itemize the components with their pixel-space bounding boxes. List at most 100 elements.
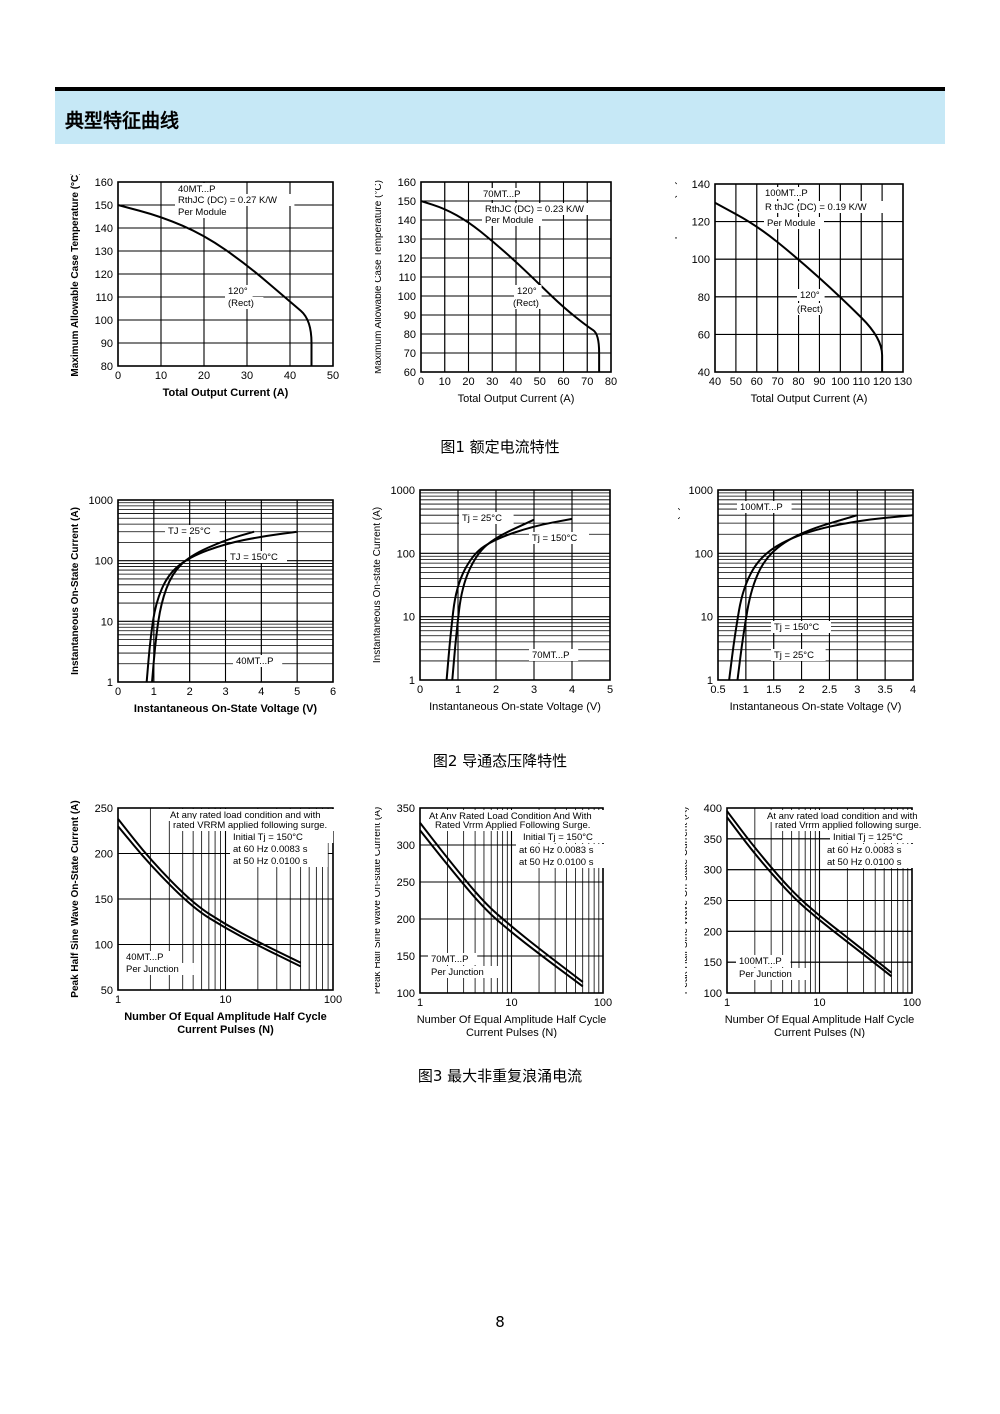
y-axis-label: Peak Half Sine Wave On-state Current (A): [375, 807, 383, 994]
x-tick-label: 30: [241, 370, 253, 382]
chart-c31: 1 10 100 50 100 150 200 250 Number Of Equal Ampl…: [70, 800, 348, 1036]
section-header: 典型特征曲线: [55, 87, 945, 144]
y-axis-label: Maximum Allowable Case Temperature (°C): [375, 180, 384, 374]
y-tick-label: 60: [404, 367, 416, 379]
series-line-2: [726, 816, 893, 978]
x-tick-label: 130: [894, 376, 912, 388]
x-tick-label: 3: [222, 686, 228, 698]
annotation-label: Tj = 25°C: [462, 513, 502, 524]
annotation-label: 70MT...P: [532, 650, 570, 661]
x-tick-label: 30: [486, 376, 498, 388]
annotation-label: 120°: [228, 286, 248, 297]
annotation-label: Tj = 150°C: [774, 622, 819, 633]
y-tick-label: 150: [95, 200, 113, 212]
y-tick-label: 120: [398, 253, 416, 265]
annotation-label: Per Module: [178, 207, 227, 218]
annotation-label: 40MT...P: [178, 184, 216, 195]
figure-caption-2: 图2 导通态压降特性: [432, 752, 568, 770]
x-tick-label: 80: [792, 376, 804, 388]
y-tick-label: 60: [698, 329, 710, 341]
x-tick-label: 0: [417, 684, 423, 696]
annotation-label: Rated Vrrm Applied Following Surge.: [435, 820, 590, 831]
x-tick-label: 1.5: [766, 684, 781, 696]
series-line-2: [419, 829, 584, 988]
x-axis-label: Number Of Equal Amplitude Half Cycle: [417, 1014, 607, 1026]
annotation-label: Tj = 25°C: [774, 650, 814, 661]
y-tick-label: 160: [398, 177, 416, 189]
x-tick-label: 3.5: [877, 684, 892, 696]
series-line-1: [714, 201, 884, 372]
series-line-1: [420, 200, 601, 372]
y-tick-label: 120: [95, 269, 113, 281]
y-tick-label: 1: [409, 675, 415, 687]
x-axis-label: Current Pulses (N): [774, 1027, 865, 1038]
x-tick-label: 10: [439, 376, 451, 388]
y-axis-label: Maximum Allowable Case Temperature (°C): [70, 174, 81, 377]
x-tick-label: 1: [455, 684, 461, 696]
annotation-label: Per Junction: [739, 969, 792, 980]
series-line-1: [151, 530, 255, 683]
annotation-label: Per Module: [767, 218, 816, 229]
x-tick-label: 40: [510, 376, 522, 388]
x-tick-label: 20: [198, 370, 210, 382]
x-tick-label: 4: [569, 684, 575, 696]
chart-c12: 0 10 20 30 40 50 60 70 80 60 70 80 90 100 110 120 130 140…: [375, 177, 617, 405]
y-axis-label: Instantaneous On-state Current (A): [678, 507, 681, 663]
annotation-label: Per Junction: [126, 964, 179, 975]
y-tick-label: 100: [704, 988, 722, 1000]
annotation-label: (Rect): [228, 298, 254, 309]
plot-frame: [714, 183, 904, 373]
y-tick-label: 100: [95, 315, 113, 327]
annotations: TJ = 25°C TJ = 150°C 40MT...P: [165, 525, 287, 667]
figure-caption-3: 图3 最大非重复浪涌电流: [417, 1067, 583, 1085]
y-tick-label: 130: [398, 234, 416, 246]
annotation-label: TJ = 25°C: [168, 526, 211, 537]
x-tick-label: 80: [605, 376, 617, 388]
y-tick-label: 90: [101, 338, 113, 350]
figure-caption-1: 图1 额定电流特性: [440, 438, 560, 456]
x-tick-label: 0: [115, 370, 121, 382]
annotation-label: (Rect): [513, 298, 539, 309]
series-line-1: [736, 514, 858, 681]
x-tick-label: 10: [155, 370, 167, 382]
x-tick-label: 50: [534, 376, 546, 388]
y-tick-label: 200: [95, 849, 113, 861]
y-tick-label: 80: [101, 361, 113, 373]
y-tick-label: 70: [404, 348, 416, 360]
x-tick-label: 100: [594, 997, 612, 1009]
x-axis-label: Number Of Equal Amplitude Half Cycle: [124, 1011, 327, 1023]
y-tick-label: 100: [95, 940, 113, 952]
y-tick-label: 350: [397, 803, 415, 815]
x-tick-label: 0.5: [710, 684, 725, 696]
y-tick-label: 80: [698, 292, 710, 304]
y-axis-label: Peak Half Sine Wave On-State Current (A): [70, 800, 81, 997]
x-tick-label: 2: [187, 686, 193, 698]
y-tick-label: 160: [95, 177, 113, 189]
chart-c11: 0 10 20 30 40 50 80 90 100 110 120 130 140 150 160 Tota…: [70, 174, 339, 399]
y-tick-label: 150: [95, 894, 113, 906]
annotation-label: Initial Tj = 150°C: [523, 832, 593, 843]
y-tick-label: 110: [398, 272, 416, 284]
annotation-label: 70MT...P: [431, 954, 469, 965]
x-tick-label: 60: [751, 376, 763, 388]
x-axis-label: Instantaneous On-state Voltage (V): [429, 701, 601, 713]
y-tick-label: 140: [692, 179, 710, 191]
y-tick-label: 350: [704, 834, 722, 846]
x-tick-label: 4: [910, 684, 916, 696]
y-tick-label: 100: [695, 548, 713, 560]
y-tick-label: 150: [704, 957, 722, 969]
series-line-2: [117, 825, 302, 968]
y-tick-label: 250: [397, 877, 415, 889]
x-tick-label: 10: [813, 997, 825, 1009]
y-tick-label: 130: [95, 246, 113, 258]
y-tick-label: 90: [404, 310, 416, 322]
series-line-1: [419, 822, 584, 983]
chart-c23: 0.5 1 1.5 2 2.5 3 3.5 41101001000Instantaneous …: [678, 485, 916, 713]
x-tick-label: 120: [873, 376, 891, 388]
x-axis-label: Current Pulses (N): [466, 1027, 557, 1038]
x-tick-label: 10: [219, 994, 231, 1006]
y-tick-label: 250: [95, 803, 113, 815]
x-axis-label: Total Output Current (A): [163, 387, 289, 399]
